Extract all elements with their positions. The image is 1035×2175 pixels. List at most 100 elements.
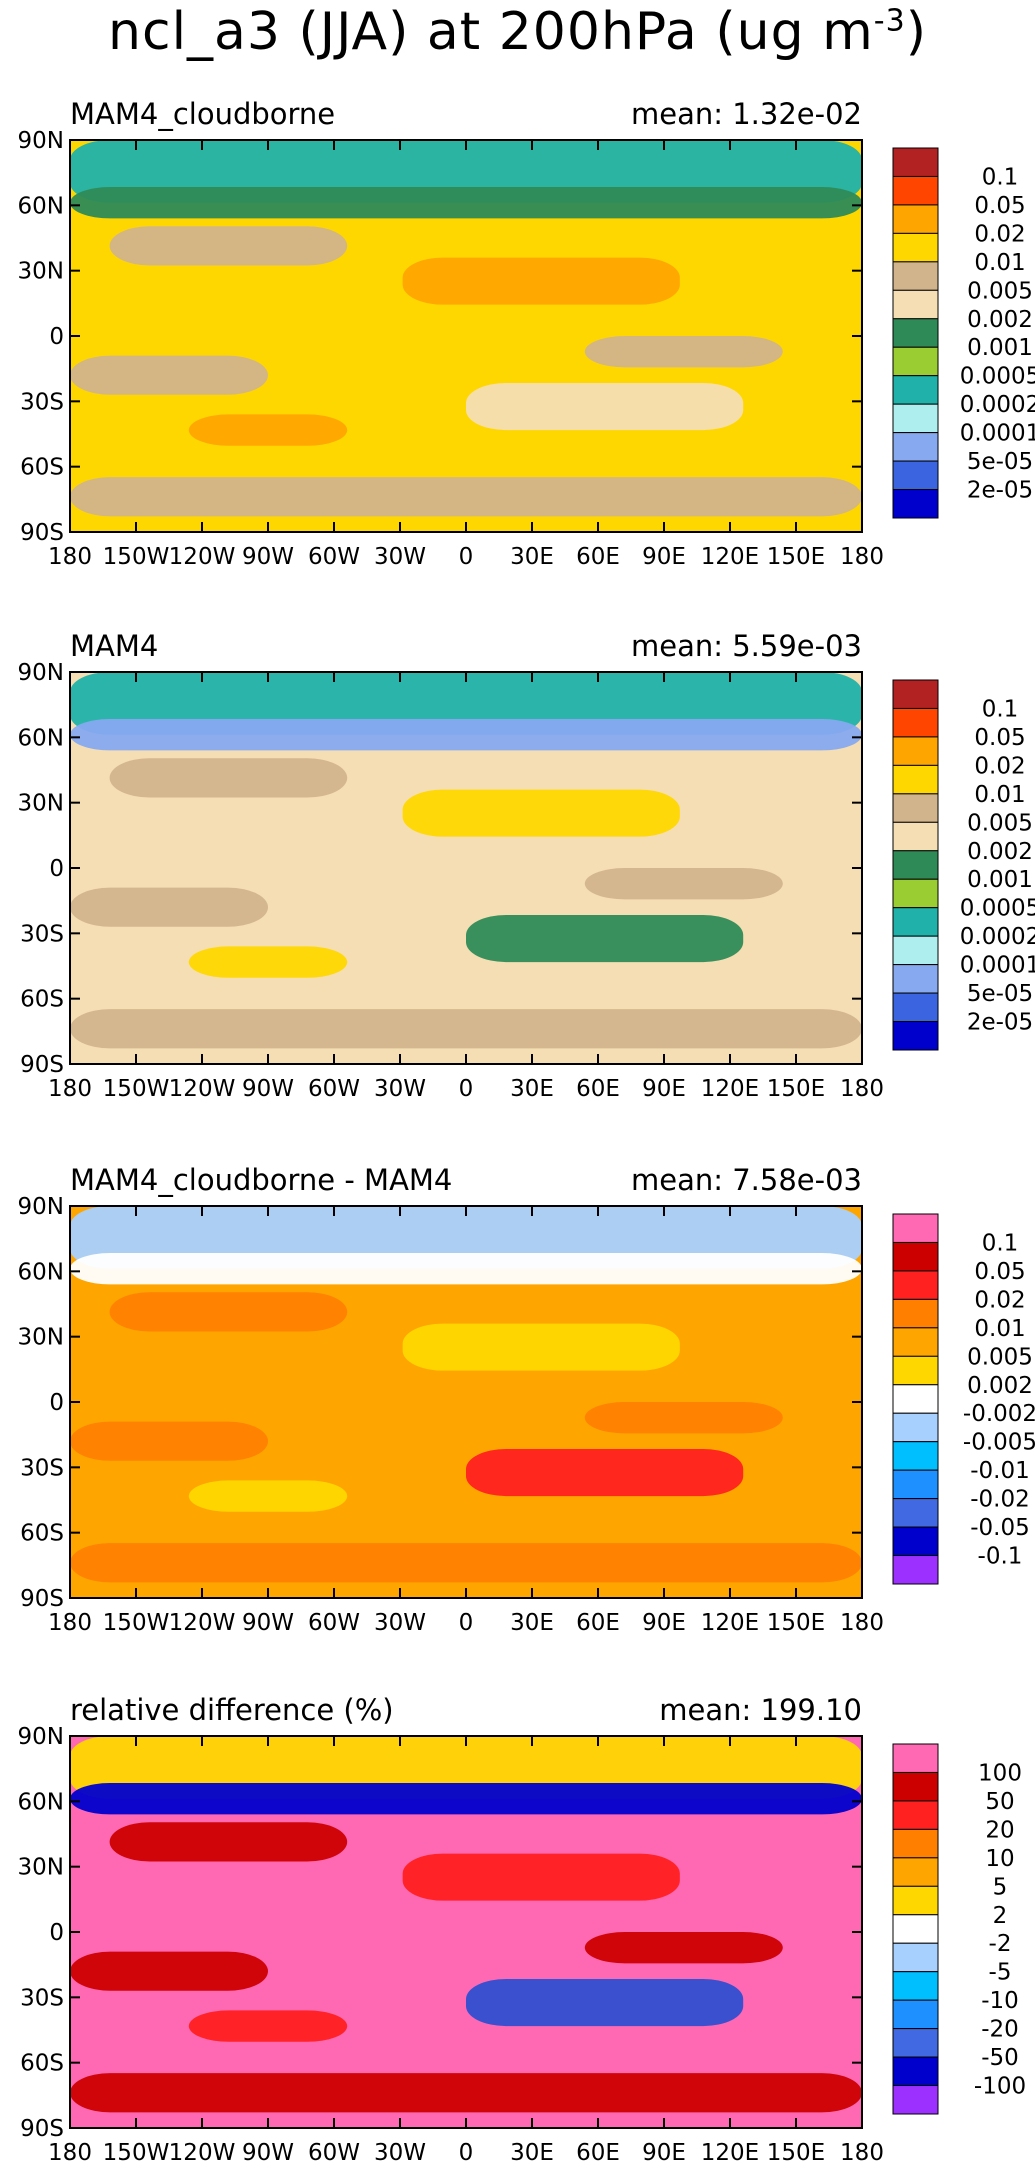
lat-tick-label: 0 [49,1920,64,1946]
lon-tick-label: 180 [48,1076,92,1102]
colorbar-swatch [892,1270,939,1300]
field-region [70,187,862,219]
lat-tick-label: 30N [18,791,64,817]
panel-title: MAM4_cloudborne - MAM4 [70,1163,452,1197]
lon-tick-label: 90W [242,544,294,570]
coastlines [110,1752,839,2097]
lat-tick-label: 90N [18,128,64,154]
field-region [402,1853,680,1901]
colorbar-label: 0.1 [982,1230,1019,1256]
field-region [70,1783,862,1815]
colorbar-label: -2 [989,1931,1012,1957]
lat-tick-label: 60S [20,2051,64,2077]
lon-tick-label: 180 [48,1610,92,1636]
coastline [110,1551,839,1567]
field-region [188,1480,348,1512]
lon-tick-label: 0 [459,1610,474,1636]
colorbar-swatch [892,1971,939,2001]
colorbar-label: -100 [974,2074,1026,2100]
colorbar-swatch [892,1857,939,1887]
panel-title: relative difference (%) [70,1693,394,1727]
lat-tick-label: 60N [18,1789,64,1815]
colorbar-swatch [892,318,939,348]
coastline [323,1222,386,1253]
coastline [118,703,308,887]
lon-tick-label: 180 [840,544,884,570]
coastline [260,1398,339,1543]
field-region [188,414,348,446]
colorbar-label: 0.01 [974,250,1025,276]
lat-tick-label: 90S [20,1052,64,1078]
lat-tick-label: 0 [49,1390,64,1416]
lon-tick-label: 30E [510,1610,554,1636]
colorbar-swatch [892,346,939,377]
lat-tick-label: 0 [49,856,64,882]
lon-tick-label: 90E [642,1076,686,1102]
colorbar-label: 0.0002 [960,924,1035,950]
field-region [70,355,268,395]
colorbar-label: 0.002 [967,839,1033,865]
lat-tick-label: 60N [18,193,64,219]
coastline [696,1422,775,1473]
colorbar-label: -20 [981,2017,1019,2043]
lon-tick-label: 90W [242,1076,294,1102]
lon-tick-label: 0 [459,1076,474,1102]
lon-tick-label: 150W [103,1610,170,1636]
lat-tick-label: 60S [20,987,64,1013]
lon-tick-label: 120E [701,1076,759,1102]
coastline [118,1767,308,1951]
colorbar-label: 0.005 [967,1344,1033,1370]
colorbar-label: 0.005 [967,810,1033,836]
colorbar-swatch [892,403,939,434]
lat-tick-label: 90S [20,520,64,546]
colorbar-label: 0.01 [974,1316,1025,1342]
lon-tick-label: 30W [374,544,426,570]
colorbar-label: 0.05 [974,725,1025,751]
lon-tick-label: 90E [642,2140,686,2166]
field-region [70,1421,268,1461]
colorbar-label: 0.01 [974,782,1025,808]
colorbar-swatch [892,2056,939,2087]
colorbar-label: 0.0001 [960,953,1035,979]
lon-tick-label: 0 [459,2140,474,2166]
field-region [70,887,268,927]
colorbar-swatch [892,964,939,994]
colorbar-swatch [892,1469,939,1500]
field-region [466,1449,744,1497]
colorbar-swatch [892,821,939,852]
colorbar-label: 0.02 [974,221,1025,247]
lon-tick-label: 60W [308,544,360,570]
lon-tick-label: 120E [701,2140,759,2166]
lon-tick-label: 150E [767,1076,825,1102]
colorbar-swatch [892,1555,939,1585]
field-region [402,257,680,305]
colorbar-label: -0.01 [970,1458,1030,1484]
lon-tick-label: 180 [840,1076,884,1102]
colorbar-swatch [892,460,939,491]
lat-tick-label: 30N [18,1325,64,1351]
colorbar-label: 0.05 [974,193,1025,219]
colorbar-swatch [892,375,939,405]
colorbar: 0.10.050.020.010.0050.0020.0010.00050.00… [892,147,1035,519]
colorbar-swatch [892,2028,939,2058]
colorbar-label: 0.001 [967,335,1033,361]
colorbar-label: 0.1 [982,696,1019,722]
colorbar-swatch [892,907,939,937]
panel-2: MAM4 mean: 5.59e-0390N60N30N030S60S90S180… [18,629,1035,1102]
coastline [260,332,339,477]
field-region [70,1951,268,1991]
lon-tick-label: 30E [510,1076,554,1102]
colorbar-label: 0.05 [974,1259,1025,1285]
lon-tick-label: 30W [374,1610,426,1636]
colorbar-swatch [892,1412,939,1443]
colorbar-label: 50 [985,1789,1014,1815]
colorbar-swatch [892,1885,939,1916]
lon-tick-label: 90W [242,2140,294,2166]
colorbar-swatch [892,764,939,795]
colorbar-label: 0.002 [967,1373,1033,1399]
coastline [110,2081,839,2097]
lat-tick-label: 90S [20,2116,64,2142]
colorbar-swatch [892,1999,939,2030]
